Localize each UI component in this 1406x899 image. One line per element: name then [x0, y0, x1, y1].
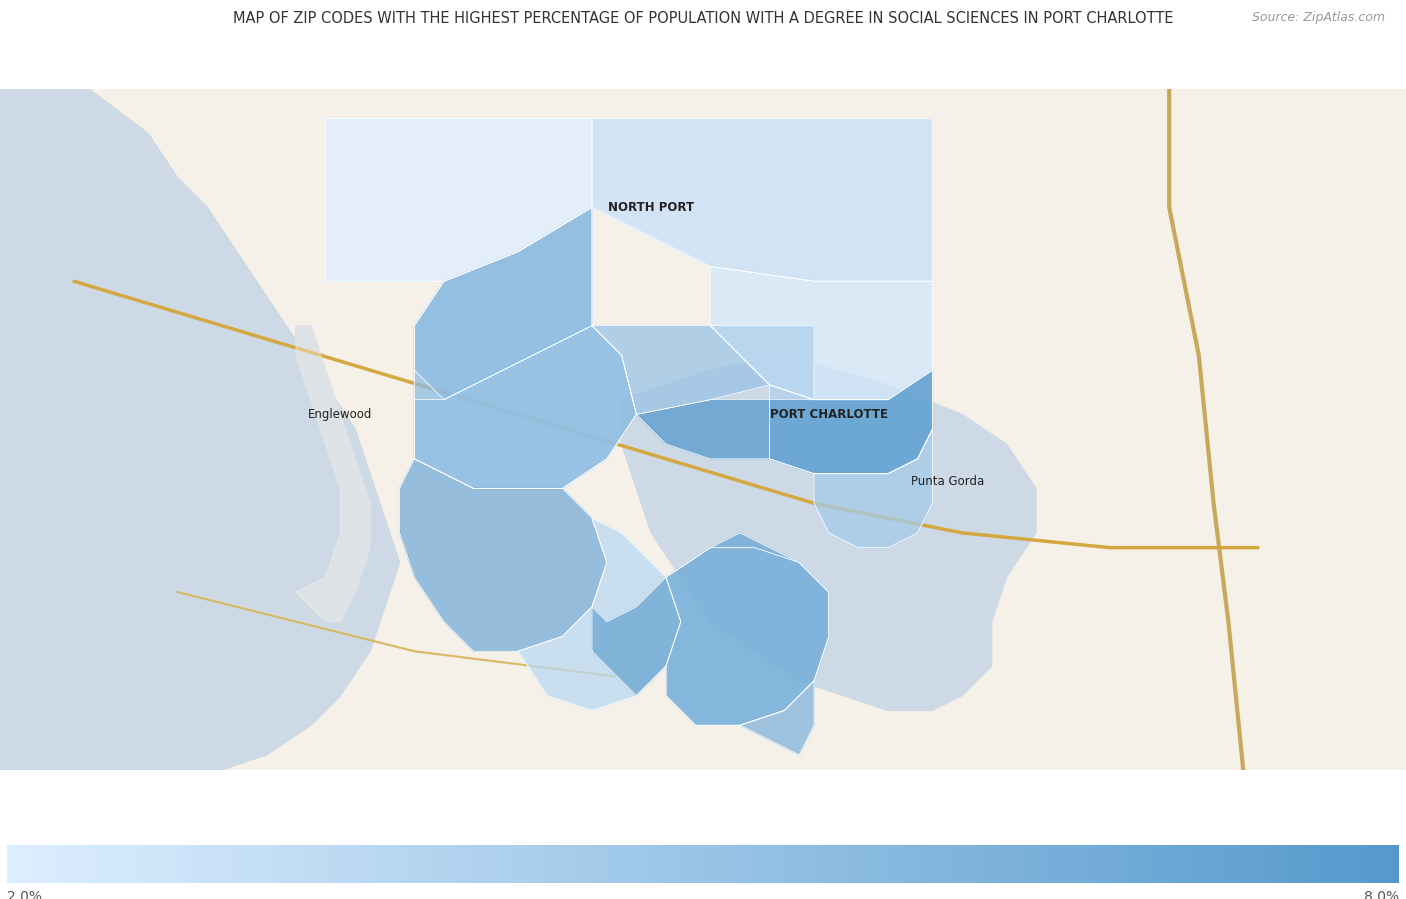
- Polygon shape: [621, 355, 1036, 710]
- Text: Englewood: Englewood: [308, 408, 373, 421]
- Polygon shape: [710, 325, 814, 400]
- Text: 8.0%: 8.0%: [1364, 890, 1399, 899]
- Polygon shape: [666, 547, 828, 725]
- Text: NORTH PORT: NORTH PORT: [609, 200, 695, 214]
- Polygon shape: [592, 325, 769, 414]
- Text: Source: ZipAtlas.com: Source: ZipAtlas.com: [1251, 11, 1385, 23]
- Polygon shape: [517, 518, 681, 710]
- Polygon shape: [415, 208, 592, 400]
- Polygon shape: [0, 89, 399, 770]
- Text: MAP OF ZIP CODES WITH THE HIGHEST PERCENTAGE OF POPULATION WITH A DEGREE IN SOCI: MAP OF ZIP CODES WITH THE HIGHEST PERCEN…: [233, 11, 1173, 26]
- Polygon shape: [297, 325, 370, 622]
- Polygon shape: [399, 458, 607, 651]
- Text: Punta Gorda: Punta Gorda: [911, 475, 984, 487]
- Polygon shape: [415, 208, 637, 488]
- Polygon shape: [415, 325, 637, 488]
- Text: PORT CHARLOTTE: PORT CHARLOTTE: [770, 408, 887, 421]
- Polygon shape: [637, 370, 932, 474]
- Polygon shape: [592, 119, 932, 281]
- Polygon shape: [769, 370, 932, 474]
- Polygon shape: [710, 266, 932, 400]
- Polygon shape: [0, 89, 1406, 770]
- Polygon shape: [297, 325, 370, 622]
- Polygon shape: [814, 430, 932, 547]
- Polygon shape: [740, 681, 814, 755]
- Polygon shape: [592, 533, 828, 725]
- Text: 2.0%: 2.0%: [7, 890, 42, 899]
- Polygon shape: [859, 547, 977, 681]
- Polygon shape: [326, 119, 592, 281]
